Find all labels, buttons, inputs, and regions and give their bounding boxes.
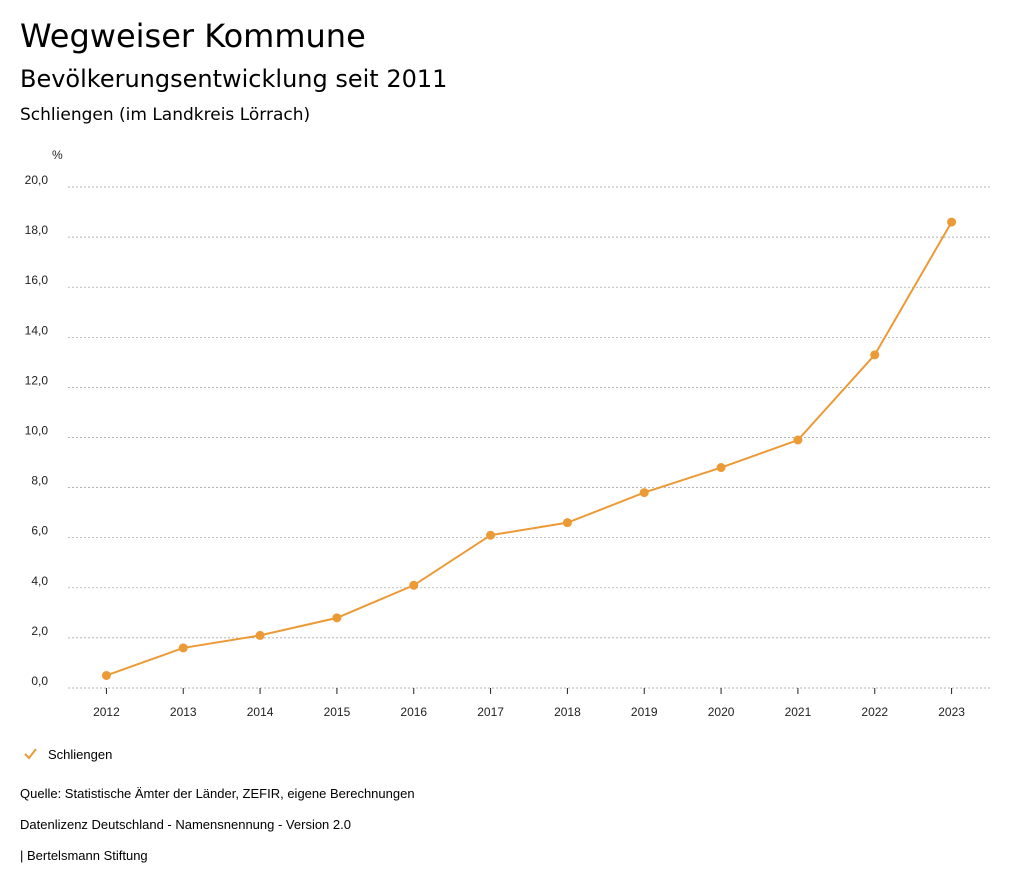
x-tick-label: 2015 bbox=[324, 705, 351, 719]
data-point bbox=[486, 530, 496, 540]
data-point bbox=[870, 350, 880, 360]
data-point bbox=[178, 643, 188, 653]
data-point bbox=[716, 463, 726, 473]
region-label: Schliengen (im Landkreis Lörrach) bbox=[20, 105, 311, 125]
data-point bbox=[332, 613, 342, 623]
x-tick-label: 2023 bbox=[938, 705, 965, 719]
publisher-note: | Bertelsmann Stiftung bbox=[20, 848, 148, 863]
check-icon bbox=[24, 748, 37, 760]
x-tick-label: 2019 bbox=[631, 705, 658, 719]
x-tick-label: 2018 bbox=[554, 705, 581, 719]
x-tick-label: 2022 bbox=[861, 705, 888, 719]
y-tick-label: 14,0 bbox=[25, 323, 49, 337]
y-tick-label: 8,0 bbox=[31, 474, 48, 488]
x-tick-label: 2016 bbox=[400, 705, 427, 719]
x-tick-label: 2020 bbox=[708, 705, 735, 719]
y-tick-label: 2,0 bbox=[31, 624, 48, 638]
y-tick-label: 20,0 bbox=[25, 173, 49, 187]
x-tick-label: 2014 bbox=[247, 705, 274, 719]
y-tick-label: 12,0 bbox=[25, 373, 49, 387]
y-tick-label: 6,0 bbox=[31, 524, 48, 538]
source-note: Quelle: Statistische Ämter der Länder, Z… bbox=[20, 786, 415, 801]
data-point bbox=[101, 670, 111, 680]
license-note: Datenlizenz Deutschland - Namensnennung … bbox=[20, 817, 351, 832]
legend-item-schliengen[interactable]: Schliengen bbox=[20, 742, 112, 766]
population-line-chart: % 0,0 2,0 4,0 6,0 8,0 10,0 12,0 14,0 16,0 18,0 20,0… bbox=[25, 148, 990, 719]
legend-label: Schliengen bbox=[48, 746, 113, 762]
x-tick-label: 2017 bbox=[477, 705, 504, 719]
chart-subtitle: Bevölkerungsentwicklung seit 2011 bbox=[20, 65, 448, 93]
x-tick-label: 2012 bbox=[93, 705, 120, 719]
data-point bbox=[947, 217, 957, 227]
y-axis-unit-label: % bbox=[52, 148, 63, 162]
y-tick-label: 4,0 bbox=[31, 574, 48, 588]
x-tick-label: 2013 bbox=[170, 705, 197, 719]
y-tick-label: 0,0 bbox=[31, 674, 48, 688]
x-tick-label: 2021 bbox=[785, 705, 812, 719]
data-point bbox=[409, 580, 419, 590]
data-point bbox=[255, 630, 265, 640]
series-line-schliengen bbox=[106, 221, 953, 677]
y-tick-label: 16,0 bbox=[25, 273, 49, 287]
y-tick-label: 10,0 bbox=[25, 424, 49, 438]
y-tick-label: 18,0 bbox=[25, 223, 49, 237]
data-point bbox=[793, 435, 803, 445]
data-point bbox=[562, 518, 572, 528]
page-title: Wegweiser Kommune bbox=[20, 17, 366, 55]
data-point bbox=[639, 488, 649, 498]
